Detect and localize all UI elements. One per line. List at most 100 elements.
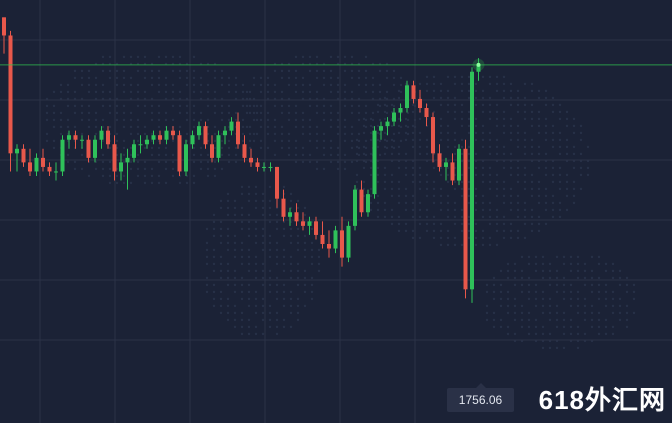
map-dot [303, 290, 307, 294]
map-dot [59, 90, 63, 94]
map-dot [280, 76, 284, 80]
map-dot [252, 132, 256, 136]
map-dot [516, 173, 520, 177]
map-dot [296, 276, 300, 280]
map-dot [219, 269, 223, 273]
map-dot [108, 76, 112, 80]
map-dot [219, 276, 223, 280]
map-dot [289, 241, 293, 245]
candle [171, 126, 175, 140]
candle-body [242, 144, 247, 158]
candle-series [2, 17, 481, 303]
map-dot [329, 118, 333, 122]
map-dot [513, 276, 517, 280]
map-dot [247, 269, 251, 273]
crosshair [0, 58, 672, 71]
map-dot [266, 83, 270, 87]
map-dot [150, 111, 154, 115]
candle [372, 126, 377, 199]
map-dot [558, 208, 562, 212]
map-dot [108, 125, 112, 129]
map-dot [268, 311, 272, 315]
map-dot [115, 174, 119, 178]
map-dot [565, 110, 569, 114]
map-dot [569, 304, 573, 308]
candle [424, 103, 429, 127]
map-dot [516, 96, 520, 100]
map-dot [555, 304, 559, 308]
map-dot [383, 187, 387, 191]
map-dot [73, 167, 77, 171]
map-dot [350, 125, 354, 129]
map-dot [488, 215, 492, 219]
map-dot [439, 201, 443, 205]
map-dot [59, 125, 63, 129]
map-dot [315, 125, 319, 129]
map-dot [516, 89, 520, 93]
map-dot [460, 229, 464, 233]
map-dot [474, 82, 478, 86]
map-dot [474, 117, 478, 121]
map-dot [213, 104, 217, 108]
map-dot [583, 311, 587, 315]
map-dot [544, 89, 548, 93]
map-dot [446, 201, 450, 205]
map-dot [488, 243, 492, 247]
map-dot [289, 234, 293, 238]
map-dot [569, 297, 573, 301]
map-dot [296, 318, 300, 322]
candle [60, 135, 65, 176]
map-dot [418, 152, 422, 156]
map-dot [233, 234, 237, 238]
map-dot [315, 111, 319, 115]
map-dot [350, 139, 354, 143]
map-dot [101, 174, 105, 178]
map-dot [397, 194, 401, 198]
map-dot [357, 146, 361, 150]
map-dot [513, 297, 517, 301]
map-dot [385, 69, 389, 73]
map-dot [73, 111, 77, 115]
map-dot [541, 297, 545, 301]
map-dot [488, 145, 492, 149]
map-dot [513, 318, 517, 322]
candle-body [164, 130, 169, 140]
map-dot [481, 208, 485, 212]
map-dot [488, 208, 492, 212]
map-dot [322, 132, 326, 136]
map-dot [329, 104, 333, 108]
map-dot [425, 194, 429, 198]
map-dot [66, 104, 70, 108]
map-dot [439, 131, 443, 135]
map-dot [150, 132, 154, 136]
map-dot [392, 76, 396, 80]
candle [210, 135, 214, 163]
map-dot [296, 311, 300, 315]
map-dot [551, 110, 555, 114]
map-dot [287, 69, 291, 73]
map-dot [523, 138, 527, 142]
map-dot [329, 111, 333, 115]
map-dot [502, 215, 506, 219]
map-dot [322, 104, 326, 108]
map-dot [516, 194, 520, 198]
map-dot [562, 325, 566, 329]
candle [405, 80, 409, 113]
map-dot [544, 117, 548, 121]
map-dot [227, 90, 231, 94]
map-dot [234, 111, 238, 115]
map-dot [544, 222, 548, 226]
map-dot [296, 241, 300, 245]
map-dot [392, 104, 396, 108]
candle [255, 157, 260, 172]
map-dot [411, 138, 415, 142]
map-dot [418, 201, 422, 205]
map-dot [385, 146, 389, 150]
map-dot [136, 90, 140, 94]
map-dot [268, 318, 272, 322]
map-dot [206, 104, 210, 108]
map-dot [268, 199, 272, 203]
map-dot [583, 283, 587, 287]
